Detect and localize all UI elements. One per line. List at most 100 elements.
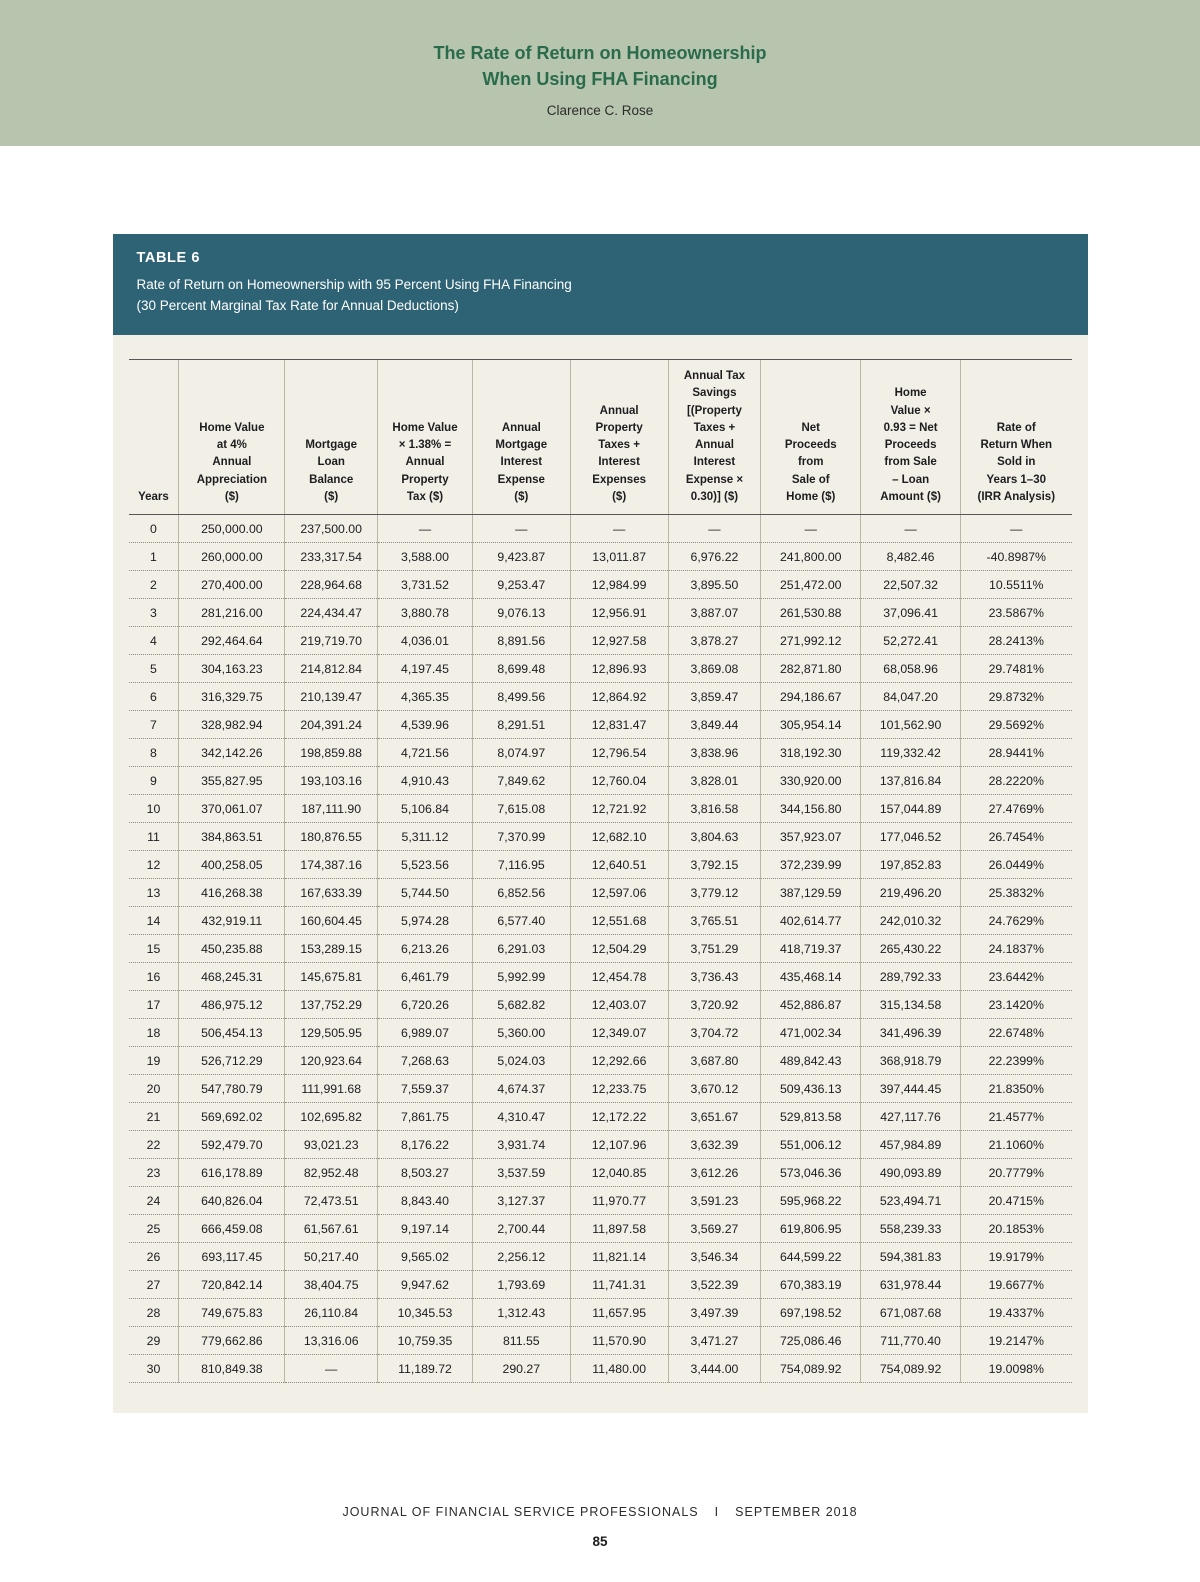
table-cell: 594,381.83	[860, 1242, 961, 1272]
column-header-interest-expense: Annual Mortgage Interest Expense ($)	[471, 359, 571, 516]
table-cell: 7,559.37	[377, 1074, 473, 1104]
table-cell: 12,831.47	[569, 710, 669, 740]
table-cell: 9,565.02	[377, 1242, 473, 1272]
table-cell: 29.8732%	[960, 682, 1072, 712]
table-cell: 37,096.41	[860, 598, 961, 628]
table-cell: 1,312.43	[471, 1298, 571, 1328]
table-cell: 27.4769%	[960, 794, 1072, 824]
column-header-taxes-plus-interest: Annual Property Taxes + Interest Expense…	[569, 359, 669, 516]
article-title-line2: When Using FHA Financing	[482, 69, 718, 90]
table-cell: 198,859.88	[284, 738, 378, 768]
table-cell: 6,577.40	[471, 906, 571, 936]
table-cell: 8,482.46	[860, 542, 961, 572]
table-cell: 3,804.63	[667, 822, 761, 852]
table-cell: 12,927.58	[569, 626, 669, 656]
table-cell: 12,640.51	[569, 850, 669, 880]
table-cell: 11,570.90	[569, 1326, 669, 1356]
table-cell: 72,473.51	[284, 1186, 378, 1216]
table-cell: 697,198.52	[760, 1298, 861, 1328]
table-row: 22 592,479.70 93,021.23 8,176.22 3,931.74 12,…	[128, 1130, 1072, 1160]
table-cell: 15	[128, 934, 179, 964]
table-cell: 8,891.56	[471, 626, 571, 656]
table-cell: 402,614.77	[760, 906, 861, 936]
table-subtitle-line1: Rate of Return on Homeownership with 95 …	[136, 277, 572, 293]
table-cell: 21.1060%	[960, 1130, 1072, 1160]
table-cell: 6,461.79	[377, 962, 473, 992]
table-cell: 779,662.86	[178, 1326, 285, 1356]
table-row: 9 355,827.95 193,103.16 4,910.43 7,849.62 12,…	[128, 766, 1072, 796]
issue-date: SEPTEMBER 2018	[735, 1505, 858, 1520]
table-cell: 720,842.14	[178, 1270, 285, 1300]
column-header-net-proceeds-minus-loan: Home Value × 0.93 = Net Proceeds from Sa…	[860, 359, 961, 516]
table-cell: -40.8987%	[960, 542, 1072, 572]
table-row: 4 292,464.64 219,719.70 4,036.01 8,891.56 12,…	[128, 626, 1072, 656]
table-cell: 616,178.89	[178, 1158, 285, 1188]
table-cell: 450,235.88	[178, 934, 285, 964]
journal-line: JOURNAL OF FINANCIAL SERVICE PROFESSIONA…	[0, 1505, 1200, 1519]
table-cell: 29.7481%	[960, 654, 1072, 684]
table-cell: 228,964.68	[284, 570, 378, 600]
table-cell: 219,496.20	[860, 878, 961, 908]
table-cell: 19.0098%	[960, 1354, 1072, 1384]
table-cell: 28	[128, 1298, 179, 1328]
table-cell: 50,217.40	[284, 1242, 378, 1272]
table-cell: 219,719.70	[284, 626, 378, 656]
table-cell: 129,505.95	[284, 1018, 378, 1048]
table-title-bar: TABLE 6 Rate of Return on Homeownership …	[112, 234, 1088, 336]
footer-separator: I	[714, 1505, 720, 1520]
table-cell: 506,454.13	[178, 1018, 285, 1048]
table-cell: 490,093.89	[860, 1158, 961, 1188]
table-cell: 397,444.45	[860, 1074, 961, 1104]
table-cell: 592,479.70	[178, 1130, 285, 1160]
table-row: 21 569,692.02 102,695.82 7,861.75 4,310.47 12…	[128, 1102, 1072, 1132]
journal-name: JOURNAL OF FINANCIAL SERVICE PROFESSIONA…	[342, 1505, 699, 1520]
table-cell: 471,002.34	[760, 1018, 861, 1048]
table-cell: 8,176.22	[377, 1130, 473, 1160]
table-cell: 10,345.53	[377, 1298, 473, 1328]
table-cell: 18	[128, 1018, 179, 1048]
table-cell: 3,632.39	[667, 1130, 761, 1160]
table-cell: 547,780.79	[178, 1074, 285, 1104]
table-cell: —	[960, 514, 1072, 544]
table-cell: 7,861.75	[377, 1102, 473, 1132]
table-cell: 4,036.01	[377, 626, 473, 656]
table-cell: 3,471.27	[667, 1326, 761, 1356]
table-row: 15 450,235.88 153,289.15 6,213.26 6,291.03 12…	[128, 934, 1072, 964]
table-cell: 12,896.93	[569, 654, 669, 684]
table-cell: 160,604.45	[284, 906, 378, 936]
table-cell: 251,472.00	[760, 570, 861, 600]
table-cell: 197,852.83	[860, 850, 961, 880]
table-cell: 4,197.45	[377, 654, 473, 684]
table-cell: 342,142.26	[178, 738, 285, 768]
table-row: 20 547,780.79 111,991.68 7,559.37 4,674.37 12…	[128, 1074, 1072, 1104]
table-cell: 52,272.41	[860, 626, 961, 656]
table-cell: 9,423.87	[471, 542, 571, 572]
table-cell: 260,000.00	[178, 542, 285, 572]
table-row: 23 616,178.89 82,952.48 8,503.27 3,537.59 12,…	[128, 1158, 1072, 1188]
table-cell: 12,956.91	[569, 598, 669, 628]
table-cell: 3,736.43	[667, 962, 761, 992]
table-cell: 468,245.31	[178, 962, 285, 992]
table-cell: 204,391.24	[284, 710, 378, 740]
table-cell: 12	[128, 850, 179, 880]
table-cell: 10,759.35	[377, 1326, 473, 1356]
table-cell: 3,612.26	[667, 1158, 761, 1188]
table-cell: 25.3832%	[960, 878, 1072, 908]
table-cell: 619,806.95	[760, 1214, 861, 1244]
table-cell: 270,400.00	[178, 570, 285, 600]
table-row: 30 810,849.38—11,189.72 290.27 11,480.00 3,4…	[128, 1354, 1072, 1384]
table-cell: 24.1837%	[960, 934, 1072, 964]
table-cell: 224,434.47	[284, 598, 378, 628]
table-cell: 167,633.39	[284, 878, 378, 908]
table-cell: 754,089.92	[760, 1354, 861, 1384]
table-cell: 5	[128, 654, 179, 684]
table-cell: 11,657.95	[569, 1298, 669, 1328]
table-cell: 8,503.27	[377, 1158, 473, 1188]
table-cell: 153,289.15	[284, 934, 378, 964]
table-cell: 4	[128, 626, 179, 656]
table-cell: 237,500.00	[284, 514, 378, 544]
table-cell: 12,172.22	[569, 1102, 669, 1132]
table-cell: 3,444.00	[667, 1354, 761, 1384]
table-cell: 3,127.37	[471, 1186, 571, 1216]
table-cell: 5,311.12	[377, 822, 473, 852]
